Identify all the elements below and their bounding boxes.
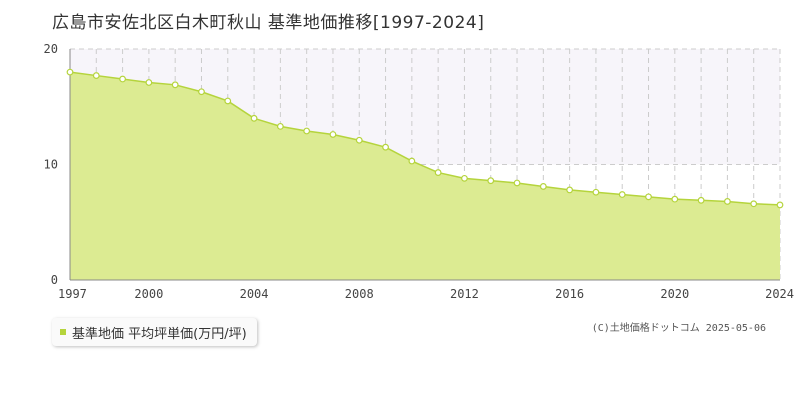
data-point [355,136,363,144]
data-point [66,68,74,76]
y-tick-label: 20 [44,42,58,56]
x-tick-label: 2020 [660,287,689,301]
x-tick-label: 2000 [134,287,163,301]
data-point [276,122,284,130]
chart-title: 広島市安佐北区白木町秋山 基準地価推移[1997-2024] [52,13,485,33]
data-point [618,191,626,198]
x-tick-label: 2024 [765,287,794,301]
chart-legend: 基準地価 平均坪単価(万円/坪) [52,318,257,346]
data-point [198,88,205,96]
data-point [329,131,337,138]
y-tick-label: 10 [44,158,58,172]
data-point [119,75,126,83]
data-point [487,177,495,185]
x-tick-label: 2012 [450,287,479,301]
x-tick-label: 2008 [345,287,374,301]
data-point [434,169,442,176]
data-point [697,196,705,204]
data-point [671,195,679,203]
legend-label: 基準地価 平均坪単価(万円/坪) [72,326,247,342]
data-point [513,179,521,187]
copyright-text: (C)土地価格ドットコム 2025-05-06 [591,323,766,334]
data-point [776,201,784,209]
data-point [461,174,468,182]
data-point [250,114,258,122]
x-tick-label: 1997 [58,287,87,301]
data-point [382,143,389,151]
y-tick-label: 0 [51,273,58,287]
data-point [592,188,600,196]
series-area [70,72,780,280]
data-point [224,97,232,105]
x-tick-label: 2004 [240,287,269,301]
data-point [750,200,758,208]
data-point [408,157,416,165]
series-line [69,71,781,206]
legend-swatch [60,329,66,335]
data-point [645,193,652,201]
data-point [566,186,574,194]
x-tick-label: 2016 [555,287,584,301]
data-point [724,198,731,205]
data-point [92,72,100,79]
data-point [145,79,153,86]
data-point [171,81,179,89]
data-point [539,183,547,190]
data-point [303,127,311,135]
